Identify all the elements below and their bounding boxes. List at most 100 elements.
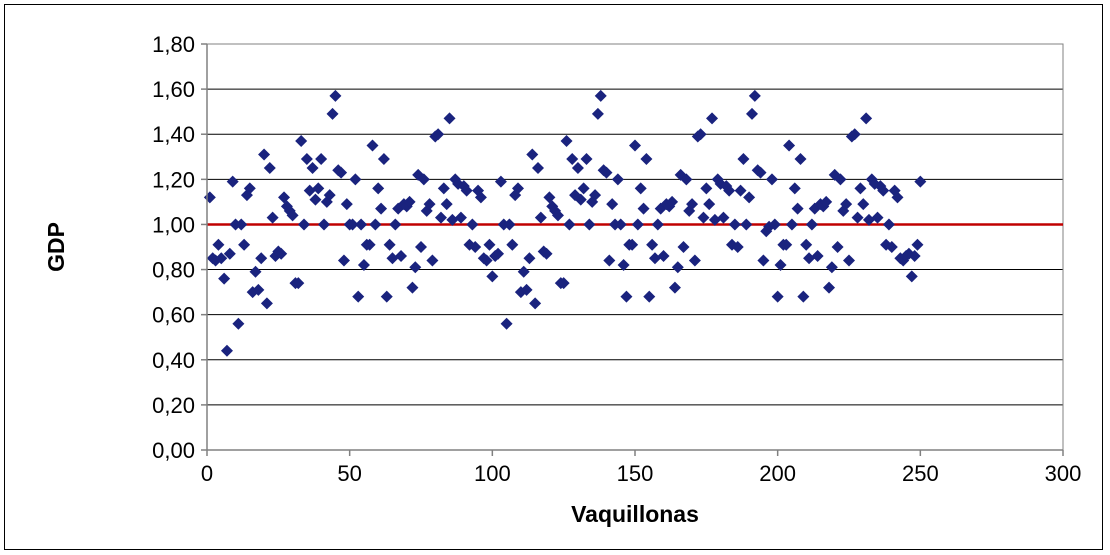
data-point-8 [226,175,239,188]
data-point-226 [848,128,861,141]
data-point-136 [591,107,604,120]
data-point-113 [526,148,539,161]
data-point-204 [785,218,798,231]
data-point-119 [543,191,556,204]
data-point-33 [298,218,311,231]
data-point-130 [574,193,587,206]
data-point-193 [754,166,767,179]
data-point-29 [286,209,299,222]
data-point-11 [235,218,248,231]
data-point-163 [668,281,681,294]
data-point-19 [258,148,271,161]
y-tick-label: 0,00 [152,438,195,463]
data-point-127 [566,153,579,166]
data-point-152 [637,202,650,215]
data-point-21 [263,162,276,175]
data-point-176 [706,112,719,125]
data-point-203 [783,139,796,152]
data-point-185 [731,241,744,253]
data-point-137 [594,89,607,102]
y-axis: 0,00 0,20 0,40 0,60 0,80 1,00 1,20 1,40 1,60 1,80 [152,32,208,463]
y-tick-label: 0,20 [152,393,195,418]
data-point-157 [651,218,664,231]
data-point-145 [617,259,630,272]
data-point-206 [791,202,804,215]
data-point-110 [517,265,530,278]
data-point-16 [249,265,262,278]
y-axis-title: GDP [43,222,69,272]
data-point-216 [820,195,833,208]
data-point-116 [534,211,547,224]
data-point-151 [634,182,647,195]
data-point-26 [278,191,291,204]
data-point-246 [905,270,918,283]
data-point-167 [680,173,693,186]
data-point-5 [218,272,231,285]
data-point-35 [303,184,316,197]
data-point-50 [346,218,359,231]
data-point-7 [223,247,236,260]
data-point-229 [857,198,870,211]
data-point-38 [312,182,325,195]
data-point-63 [383,238,396,251]
data-point-58 [369,218,382,231]
data-point-194 [757,254,770,267]
data-point-97 [480,254,493,267]
data-point-48 [340,198,353,211]
data-point-83 [440,198,453,211]
data-point-173 [697,211,710,224]
data-point-189 [743,191,756,204]
data-point-51 [349,173,362,186]
data-point-20 [260,297,273,310]
data-point-248 [911,238,924,251]
data-point-44 [329,89,342,102]
y-tick-label: 0,40 [152,348,195,373]
data-point-148 [626,238,639,251]
data-point-60 [375,202,388,215]
data-point-25 [275,247,288,260]
y-tick-label: 1,40 [152,122,195,147]
data-point-101 [492,247,505,260]
data-point-154 [643,290,656,303]
data-point-249 [914,175,927,188]
data-point-126 [563,218,576,231]
data-point-90 [460,184,473,197]
data-point-133 [583,218,596,231]
data-point-197 [765,173,778,186]
data-point-213 [811,250,824,263]
data-point-74 [415,241,427,253]
data-point-18 [255,252,268,265]
data-point-85 [446,213,459,226]
y-tick-label: 1,00 [152,212,195,237]
data-point-12 [238,238,251,251]
data-point-198 [768,218,781,231]
data-point-169 [686,198,699,211]
x-tick-label: 50 [337,461,361,486]
data-point-172 [694,128,707,141]
data-point-106 [506,238,519,251]
x-axis: 0 50 100 150 200 250 300 [201,449,1081,486]
data-point-227 [851,211,864,224]
data-point-36 [306,162,319,175]
data-point-81 [434,211,447,224]
data-point-231 [862,213,875,226]
data-point-186 [734,184,747,197]
data-point-129 [571,162,584,175]
data-point-2 [209,254,222,267]
data-point-139 [600,166,613,179]
data-point-105 [503,218,516,231]
data-point-182 [723,184,736,197]
data-point-42 [323,189,336,202]
data-point-31 [292,277,305,290]
data-point-135 [589,189,602,202]
data-point-65 [389,218,402,231]
data-point-166 [677,241,690,253]
data-point-92 [466,218,479,231]
data-point-159 [657,250,670,263]
data-point-143 [611,173,624,186]
data-point-175 [703,198,716,211]
data-point-217 [823,281,836,294]
data-point-188 [740,218,753,231]
data-point-132 [580,153,593,166]
data-point-202 [780,238,793,251]
